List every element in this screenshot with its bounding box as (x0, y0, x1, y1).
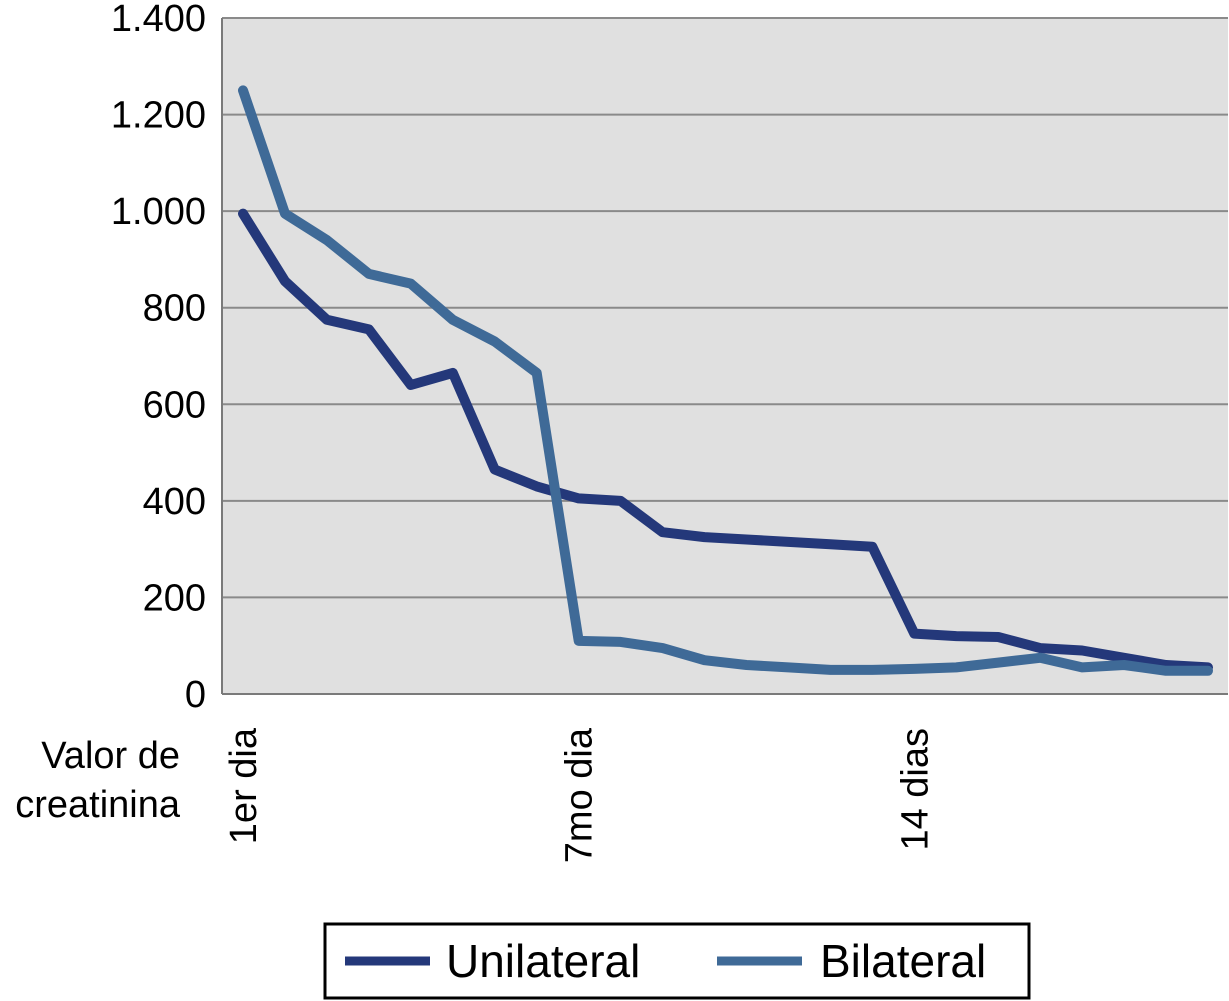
x-tick-label: 1er dia (223, 727, 265, 844)
y-axis-label-line-2: creatinina (15, 784, 181, 826)
legend-box (323, 922, 1031, 1000)
y-tick-label: 400 (143, 481, 206, 523)
legend-label-bilateral: Bilateral (820, 935, 986, 987)
x-tick-label: 14 dias (894, 728, 936, 851)
series-line-unilateral (238, 208, 1213, 673)
gridlines (222, 17, 1228, 599)
y-tick-label: 1.200 (111, 95, 206, 137)
series-line-bilateral (238, 85, 1213, 676)
y-tick-label: 200 (143, 577, 206, 619)
y-tick-label: 0 (185, 674, 206, 716)
y-axis-label-line-1: Valor de (41, 735, 180, 777)
legend-label-unilateral: Unilateral (446, 935, 640, 987)
series-lines (238, 85, 1213, 676)
y-tick-label: 600 (143, 384, 206, 426)
y-tick-label: 800 (143, 288, 206, 330)
y-tick-label: 1.000 (111, 191, 206, 233)
y-axis-ticks: 0 200 400 600 800 1.000 1.200 1.400 (111, 0, 206, 716)
legend: Unilateral Bilateral (323, 922, 1031, 1000)
plot-area (222, 18, 1228, 694)
y-tick-label: 1.400 (111, 0, 206, 40)
x-axis-ticks: 1er dia 7mo dia 14 dias (223, 727, 936, 863)
x-tick-label: 7mo dia (559, 727, 601, 863)
